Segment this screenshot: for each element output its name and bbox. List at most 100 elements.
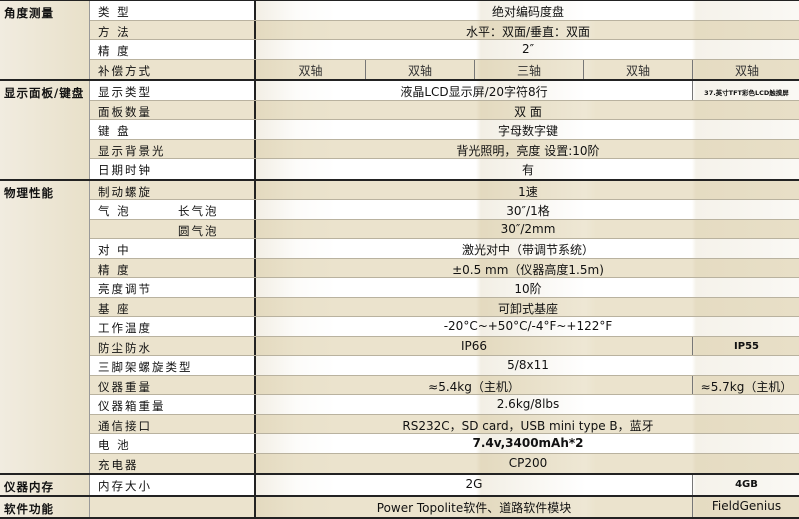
row-value: 10阶 [514, 282, 542, 296]
row-label-text: 三脚架螺旋类型 [98, 360, 193, 374]
row-label: 电 池 [90, 434, 256, 453]
row-label-text: 气 泡 [98, 204, 131, 218]
table-row: 气 泡 长气泡 30″/1格 [90, 200, 799, 220]
table-row: 仪器重量 ≈5.4kg（主机） ≈5.7kg（主机） [90, 375, 799, 395]
row-value: 2″ [521, 42, 535, 56]
row-label: 面板数量 [90, 100, 256, 119]
row-label: 精 度 [90, 258, 256, 277]
section: 物理性能 制动螺旋 1速气 泡 长气泡 30″/1格圆气泡 30″/2mm 对 中 激光对中（… [0, 180, 799, 475]
row-label: 精 度 [90, 40, 256, 59]
row-label: 仪器重量 [90, 375, 256, 394]
section-category: 物理性能 [0, 180, 89, 473]
section: 显示面板/键盘 显示类型 液晶LCD显示屏/20字符8行 37.英寸TFT彩色LCD触… [0, 81, 799, 181]
table-row: 键 盘 字母数字键 [90, 120, 799, 140]
row-value: 水平：双面/垂直：双面 [465, 24, 591, 39]
row-value: FieldGenius [692, 497, 799, 517]
row-value: 绝对编码度盘 [491, 5, 564, 19]
row-label-text: 键 盘 [98, 124, 131, 138]
row-value: -20°C~+50°C/-4°F~+122°F [443, 319, 613, 333]
row-label: 仪器箱重量 [90, 395, 256, 414]
row-value: IP66 [460, 338, 488, 353]
table-row: 工作温度 -20°C~+50°C/-4°F~+122°F [90, 317, 799, 337]
row-label-text: 仪器箱重量 [98, 399, 166, 413]
row-label-text: 显示背景光 [98, 143, 166, 158]
row-value: 双轴 [692, 59, 799, 79]
row-label-text: 工作温度 [98, 321, 152, 335]
table-row: 面板数量 双 面 [90, 100, 799, 120]
row-label: 工作温度 [90, 317, 256, 336]
row-value: 2.6kg/8lbs [496, 397, 560, 411]
row-label: 内存大小 [90, 475, 256, 495]
row-value: 三轴 [474, 59, 583, 79]
table-row: 显示背景光 背光照明，亮度 设置:10阶 [90, 139, 799, 159]
table-row: 圆气泡 30″/2mm [90, 219, 799, 239]
row-label-text: 电 池 [98, 438, 131, 452]
row-label: 基 座 [90, 297, 256, 316]
row-value: ≈5.7kg（主机） [692, 375, 799, 394]
row-sublabel: 圆气泡 [178, 223, 219, 238]
row-value: CP200 [508, 455, 548, 470]
row-value: 双 面 [514, 104, 542, 119]
row-label: 键 盘 [90, 120, 256, 139]
table-row: 日期时钟 有 [90, 159, 799, 179]
table-row: 基 座 可卸式基座 [90, 297, 799, 317]
row-label-text: 日期时钟 [98, 163, 152, 177]
table-row: 精 度 2″ [90, 40, 799, 60]
row-label-text: 内存大小 [98, 479, 152, 493]
table-row: 防尘防水 IP66 IP55 [90, 336, 799, 356]
row-value: IP55 [692, 336, 799, 355]
row-value: 37.英寸TFT彩色LCD触摸屏 [692, 81, 799, 100]
row-value: 4GB [692, 475, 799, 495]
row-label-text: 仪器重量 [98, 379, 152, 394]
section-category: 显示面板/键盘 [0, 81, 89, 179]
row-label-text: 通信接口 [98, 418, 152, 433]
row-value: 有 [521, 163, 534, 177]
row-label: 日期时钟 [90, 159, 256, 179]
row-label [90, 497, 256, 517]
row-value: 双轴 [365, 59, 474, 79]
row-value: RS232C，SD card，USB mini type B，蓝牙 [402, 418, 654, 433]
table-row: 充电器 CP200 [90, 453, 799, 473]
table-row: 对 中 激光对中（带调节系统） [90, 239, 799, 259]
table-row: 类 型 绝对编码度盘 [90, 1, 799, 21]
row-value: 30″/1格 [506, 204, 550, 218]
table-row: 精 度 ±0.5 mm（仪器高度1.5m) [90, 258, 799, 278]
row-value: 2G [465, 477, 483, 491]
row-label-text: 充电器 [98, 457, 139, 472]
section-category: 仪器内存 [0, 475, 89, 495]
row-label-text: 精 度 [98, 262, 131, 277]
table-row: 电 池 7.4v,3400mAh*2 [90, 434, 799, 454]
table-row: 三脚架螺旋类型 5/8x11 [90, 356, 799, 376]
row-value: Power Topolite软件、道路软件模块 [376, 501, 572, 515]
row-label-text: 防尘防水 [98, 340, 152, 355]
row-value: 30″/2mm [500, 221, 556, 236]
row-value: 激光对中（带调节系统） [461, 243, 594, 257]
table-row: 通信接口 RS232C，SD card，USB mini type B，蓝牙 [90, 414, 799, 434]
row-label-text: 类 型 [98, 5, 131, 19]
row-label: 防尘防水 [90, 336, 256, 355]
table-row: 制动螺旋 1速 [90, 180, 799, 200]
table-row: 内存大小 2G 4GB [90, 475, 799, 495]
row-label: 显示背景光 [90, 139, 256, 158]
section-category: 角度测量 [0, 1, 89, 79]
table-row: 补偿方式 双轴 双轴 三轴 双轴 双轴 [90, 59, 799, 79]
row-value: 1速 [518, 184, 538, 199]
row-value: 双轴 [583, 59, 692, 79]
row-label: 制动螺旋 [90, 180, 256, 199]
row-label-text: 制动螺旋 [98, 184, 152, 199]
row-label: 类 型 [90, 1, 256, 20]
row-value: ±0.5 mm（仪器高度1.5m) [452, 262, 604, 277]
row-value: 双轴 [298, 63, 323, 78]
table-row: 方 法 水平：双面/垂直：双面 [90, 20, 799, 40]
section: 仪器内存 内存大小 2G 4GB [0, 475, 799, 497]
table-row: 显示类型 液晶LCD显示屏/20字符8行 37.英寸TFT彩色LCD触摸屏 [90, 81, 799, 101]
row-label-text: 基 座 [98, 301, 131, 316]
row-label: 亮度调节 [90, 278, 256, 297]
row-label: 充电器 [90, 453, 256, 473]
section: 角度测量类 型 绝对编码度盘方 法水平：双面/垂直：双面精 度 2″ 补偿方式 双轴 双轴… [0, 1, 799, 81]
table-row: 亮度调节 10阶 [90, 278, 799, 298]
row-value: 背光照明，亮度 设置:10阶 [456, 143, 600, 158]
table-row: Power Topolite软件、道路软件模块 FieldGenius [90, 497, 799, 517]
row-value: 可卸式基座 [497, 301, 558, 316]
row-value: 5/8x11 [507, 358, 549, 372]
